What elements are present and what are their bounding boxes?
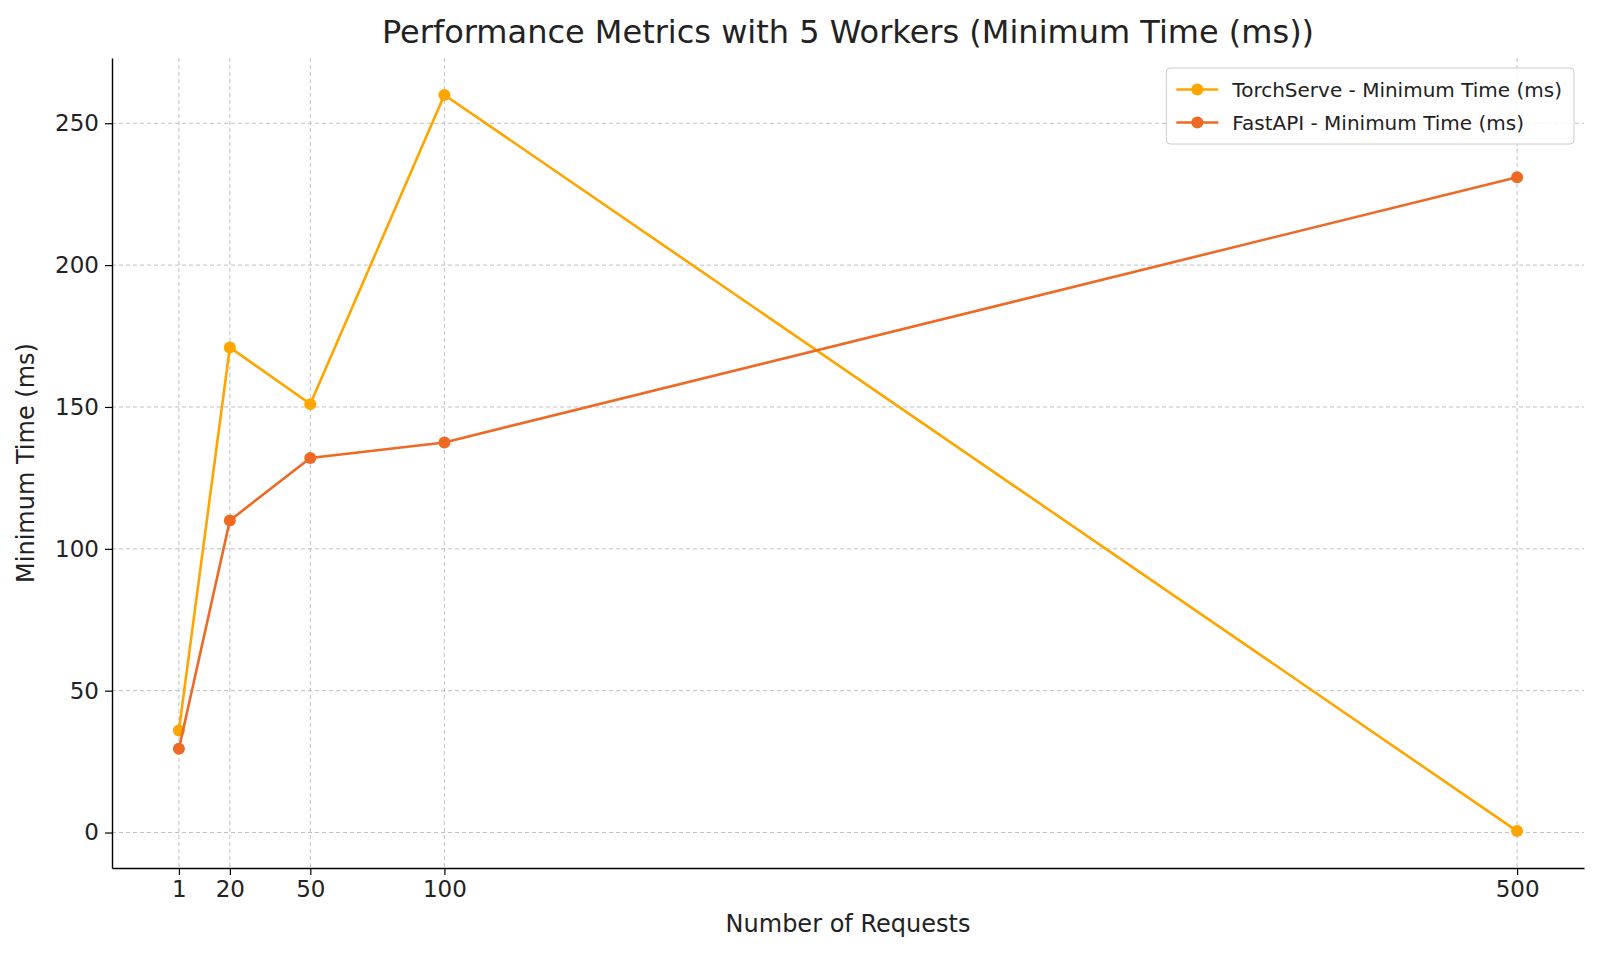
grid-line bbox=[229, 58, 230, 868]
tick-mark bbox=[444, 868, 445, 875]
series-marker bbox=[304, 452, 316, 464]
tick-mark bbox=[230, 868, 231, 875]
tick: 0 bbox=[84, 819, 112, 845]
y-axis: 0 50 100 150 200 250 bbox=[55, 59, 112, 869]
x-axis: 1 20 50 100 500 bbox=[113, 868, 1585, 902]
tick: 50 bbox=[296, 868, 325, 902]
grid-line bbox=[112, 690, 1584, 691]
tick: 100 bbox=[55, 536, 112, 562]
tick-mark bbox=[179, 868, 180, 875]
tick-label: 0 bbox=[84, 819, 99, 845]
grid-line bbox=[112, 548, 1584, 549]
series-line bbox=[179, 177, 1517, 749]
series-marker bbox=[224, 514, 236, 526]
legend-item: FastAPI - Minimum Time (ms) bbox=[1176, 111, 1524, 135]
series-marker bbox=[1511, 171, 1523, 183]
y-axis-title: Minimum Time (ms) bbox=[12, 343, 40, 583]
x-axis-title: Number of Requests bbox=[726, 910, 971, 938]
tick-mark bbox=[105, 407, 112, 408]
tick-label: 200 bbox=[55, 252, 99, 278]
legend-label: FastAPI - Minimum Time (ms) bbox=[1232, 111, 1524, 135]
tick: 250 bbox=[55, 110, 112, 136]
grid-line bbox=[112, 832, 1584, 833]
tick-label: 150 bbox=[55, 394, 99, 420]
tick: 500 bbox=[1496, 868, 1540, 902]
legend: TorchServe - Minimum Time (ms) FastAPI - … bbox=[1166, 68, 1574, 144]
tick-mark bbox=[1517, 868, 1518, 875]
axis-line bbox=[112, 59, 113, 869]
series-line bbox=[179, 95, 1517, 831]
tick: 200 bbox=[55, 252, 112, 278]
tick-mark bbox=[105, 265, 112, 266]
chart: 1 20 50 100 500 0 50 100 150 200 250 Performance Me… bbox=[0, 0, 1600, 954]
tick-label: 20 bbox=[216, 876, 245, 902]
legend-marker bbox=[1191, 117, 1203, 129]
legend-box bbox=[1166, 68, 1574, 144]
tick-label: 100 bbox=[55, 536, 99, 562]
tick-label: 500 bbox=[1496, 876, 1540, 902]
tick-label: 250 bbox=[55, 110, 99, 136]
series-marker bbox=[438, 89, 450, 101]
legend-marker bbox=[1191, 84, 1203, 96]
plot: 1 20 50 100 500 0 50 100 150 200 250 bbox=[55, 58, 1584, 902]
legend-label: TorchServe - Minimum Time (ms) bbox=[1231, 78, 1562, 102]
series-marker bbox=[438, 436, 450, 448]
series-marker bbox=[173, 743, 185, 755]
tick: 150 bbox=[55, 394, 112, 420]
tick-label: 100 bbox=[423, 876, 467, 902]
tick: 1 bbox=[172, 868, 187, 902]
series-group bbox=[173, 89, 1523, 837]
legend-item: TorchServe - Minimum Time (ms) bbox=[1176, 78, 1562, 102]
tick-mark bbox=[105, 832, 112, 833]
tick-label: 50 bbox=[296, 876, 325, 902]
title: Performance Metrics with 5 Workers (Mini… bbox=[382, 13, 1314, 51]
tick-mark bbox=[105, 123, 112, 124]
grid bbox=[112, 58, 1584, 868]
grid-line bbox=[112, 406, 1584, 407]
tick: 50 bbox=[70, 678, 112, 704]
grid-line bbox=[112, 265, 1584, 266]
tick-label: 1 bbox=[172, 876, 187, 902]
grid-line bbox=[444, 58, 445, 868]
tick-mark bbox=[105, 549, 112, 550]
tick-mark bbox=[310, 868, 311, 875]
series-marker bbox=[304, 398, 316, 410]
tick-mark bbox=[105, 691, 112, 692]
tick: 20 bbox=[216, 868, 245, 902]
tick: 100 bbox=[423, 868, 467, 902]
series-marker bbox=[224, 341, 236, 353]
axis-line bbox=[113, 868, 1585, 869]
tick-label: 50 bbox=[70, 678, 99, 704]
series-marker bbox=[1511, 825, 1523, 837]
